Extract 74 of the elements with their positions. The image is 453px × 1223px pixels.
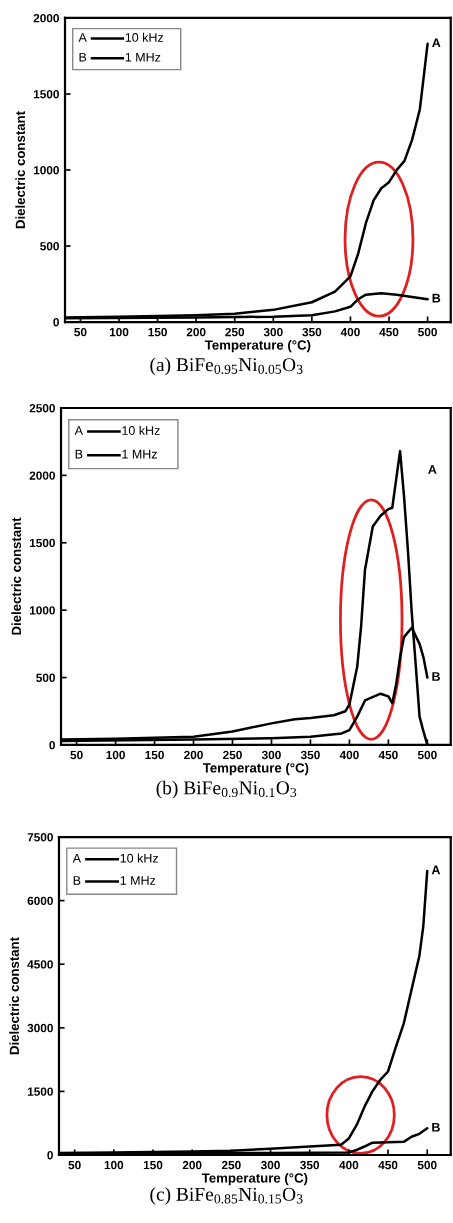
x-tick-label: 350: [300, 750, 320, 760]
x-tick-label: 450: [378, 750, 398, 760]
x-tick-label: 50: [68, 1160, 81, 1170]
annotation: B: [432, 672, 440, 681]
x-tick-label: 500: [417, 750, 437, 760]
text: (b) BiFe$_{0.9}$Ni$_{0.1}$O$_{3}$: [156, 780, 297, 799]
x-tick-label: 300: [263, 327, 283, 337]
x-tick-label: 150: [143, 1160, 163, 1170]
y-tick-label: 7500: [27, 833, 53, 842]
y-tick-label: 2000: [29, 471, 55, 480]
x-tick-label: 450: [378, 1160, 398, 1170]
text: A: [74, 426, 83, 435]
y-axis-title: Dielectric constant: [15, 111, 26, 229]
x-tick-label: 450: [379, 327, 399, 337]
text: (a) BiFe$_{0.95}$Ni$_{0.05}$O$_{3}$: [150, 357, 303, 376]
y-tick-label: 3000: [27, 1023, 53, 1033]
y-axis-title: Dielectric constant: [9, 937, 19, 1055]
annotation: A: [431, 865, 441, 875]
x-axis-title: Temperature (°C): [202, 762, 309, 776]
x-tick-label: 400: [340, 327, 360, 337]
x-tick-label: 50: [70, 750, 83, 760]
y-tick-label: 1000: [33, 166, 59, 175]
text: B: [73, 876, 81, 885]
x-tick-label: 300: [260, 1160, 280, 1170]
legend-label: 1 MHz: [120, 876, 156, 885]
x-tick-label: 200: [184, 750, 203, 760]
y-tick-label: 2000: [33, 14, 59, 23]
y-tick-label: 1500: [33, 90, 59, 99]
text: A: [72, 853, 81, 863]
x-tick-label: 150: [148, 327, 167, 337]
x-axis-title: Temperature (°C): [204, 339, 311, 353]
x-axis-title: Temperature (°C): [201, 1172, 308, 1186]
y-tick-label: 0: [49, 740, 55, 750]
text: B: [75, 449, 83, 459]
x-tick-label: 350: [302, 327, 322, 337]
y-axis-title: Dielectric constant: [11, 517, 22, 635]
legend-label: 10 kHz: [122, 425, 160, 435]
text: (c) BiFe$_{0.85}$Ni$_{0.15}$O$_{3}$: [150, 1187, 303, 1205]
y-tick-label: 500: [40, 242, 59, 251]
y-tick-label: 0: [47, 1151, 53, 1160]
legend-label: 1 MHz: [125, 52, 161, 62]
legend-label: 10 kHz: [120, 853, 158, 863]
x-tick-label: 400: [339, 750, 359, 760]
x-tick-label: 250: [223, 750, 242, 760]
y-tick-label: 2500: [29, 404, 55, 413]
y-tick-label: 500: [36, 673, 55, 682]
x-tick-label: 300: [261, 750, 281, 760]
x-tick-label: 250: [221, 1160, 241, 1170]
text: B: [79, 52, 87, 62]
y-tick-label: 1500: [27, 1087, 53, 1096]
annotation: A: [428, 465, 437, 474]
y-tick-label: 0: [53, 318, 59, 327]
x-tick-label: 500: [418, 327, 437, 337]
x-tick-label: 100: [106, 750, 125, 760]
x-tick-label: 100: [109, 327, 129, 337]
legend-label: 1 MHz: [122, 449, 157, 459]
x-tick-label: 50: [74, 327, 87, 337]
x-tick-label: 100: [104, 1160, 124, 1170]
y-tick-label: 6000: [27, 896, 53, 906]
text: A: [78, 33, 87, 42]
annotation: B: [432, 1122, 440, 1132]
x-tick-label: 400: [339, 1160, 359, 1170]
y-tick-label: 1500: [29, 538, 55, 548]
y-tick-label: 1000: [29, 606, 55, 615]
x-tick-label: 150: [145, 750, 164, 760]
legend-label: 10 kHz: [125, 32, 164, 42]
annotation: A: [432, 38, 441, 48]
x-tick-label: 200: [186, 327, 206, 337]
x-tick-label: 500: [417, 1160, 437, 1170]
x-tick-label: 250: [225, 327, 245, 337]
y-tick-label: 4500: [27, 960, 53, 969]
x-tick-label: 350: [300, 1160, 320, 1170]
annotation: B: [432, 293, 441, 303]
x-tick-label: 200: [182, 1160, 202, 1170]
